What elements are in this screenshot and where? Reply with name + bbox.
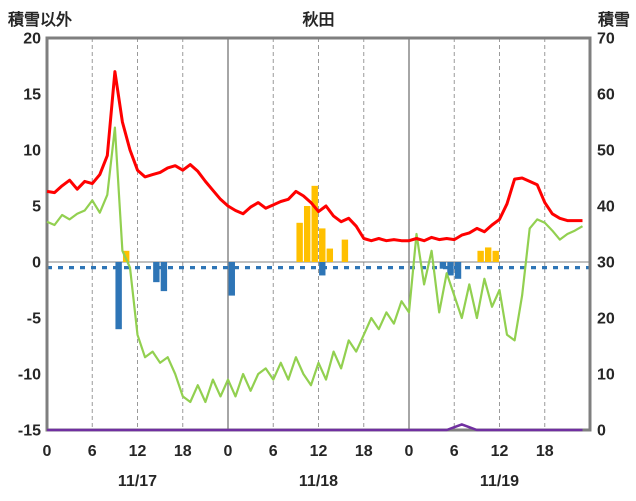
date-label: 11/17: [118, 473, 157, 490]
x-axis-tick-label: 12: [491, 443, 509, 460]
purple-line-series: [47, 423, 583, 432]
blue-bar: [439, 262, 447, 269]
orange-bar: [319, 228, 326, 262]
orange-bar: [477, 250, 484, 262]
left-axis-title: 積雪以外: [8, 12, 73, 29]
green-line-series: [46, 126, 584, 404]
right-axis-tick-label: 30: [597, 255, 615, 272]
x-axis-tick-label: 18: [174, 443, 192, 460]
right-axis-tick-label: 70: [597, 31, 615, 48]
x-axis-tick-label: 0: [224, 443, 233, 460]
date-label: 11/19: [480, 473, 519, 490]
blue-bar: [454, 262, 462, 279]
orange-bar: [311, 185, 318, 262]
blue-bar: [160, 262, 168, 292]
orange-bar: [484, 247, 492, 262]
orange-bar: [492, 250, 499, 262]
left-axis-tick-label: 15: [23, 87, 41, 104]
blue-bar: [228, 262, 235, 296]
red-line-series: [46, 70, 583, 243]
left-axis-tick-label: -15: [18, 423, 41, 440]
right-axis-tick-label: 0: [597, 423, 606, 440]
orange-bar: [341, 239, 349, 262]
blue-bar: [447, 262, 454, 276]
x-axis-tick-label: 6: [450, 443, 459, 460]
left-axis-tick-label: -5: [27, 311, 41, 328]
left-axis-tick-label: 20: [23, 31, 41, 48]
orange-bar: [296, 222, 303, 262]
chart-title: 秋田: [302, 12, 335, 29]
left-axis-tick-label: 0: [32, 255, 41, 272]
x-axis-tick-label: 18: [536, 443, 554, 460]
right-axis-tick-label: 10: [597, 367, 615, 384]
x-axis-tick-label: 12: [129, 443, 147, 460]
left-axis-tick-label: -10: [18, 367, 41, 384]
right-axis-tick-label: 20: [597, 311, 615, 328]
orange-bar: [303, 206, 311, 262]
blue-bar: [115, 262, 122, 330]
x-axis-tick-label: 6: [88, 443, 97, 460]
x-axis-tick-label: 12: [310, 443, 328, 460]
x-axis-tick-label: 18: [355, 443, 373, 460]
x-axis-tick-label: 0: [405, 443, 414, 460]
blue-bar: [153, 262, 160, 283]
right-axis-title: 積雪: [597, 12, 630, 29]
right-axis-tick-label: 60: [597, 87, 615, 104]
x-axis-tick-label: 6: [269, 443, 278, 460]
right-axis-tick-label: 40: [597, 199, 615, 216]
x-axis-tick-label: 0: [43, 443, 52, 460]
left-axis-tick-label: 5: [32, 199, 41, 216]
orange-bar: [326, 248, 334, 262]
left-axis-tick-label: 10: [23, 143, 41, 160]
date-label: 11/18: [299, 473, 338, 490]
right-axis-tick-label: 50: [597, 143, 615, 160]
orange-bar: [122, 250, 130, 262]
